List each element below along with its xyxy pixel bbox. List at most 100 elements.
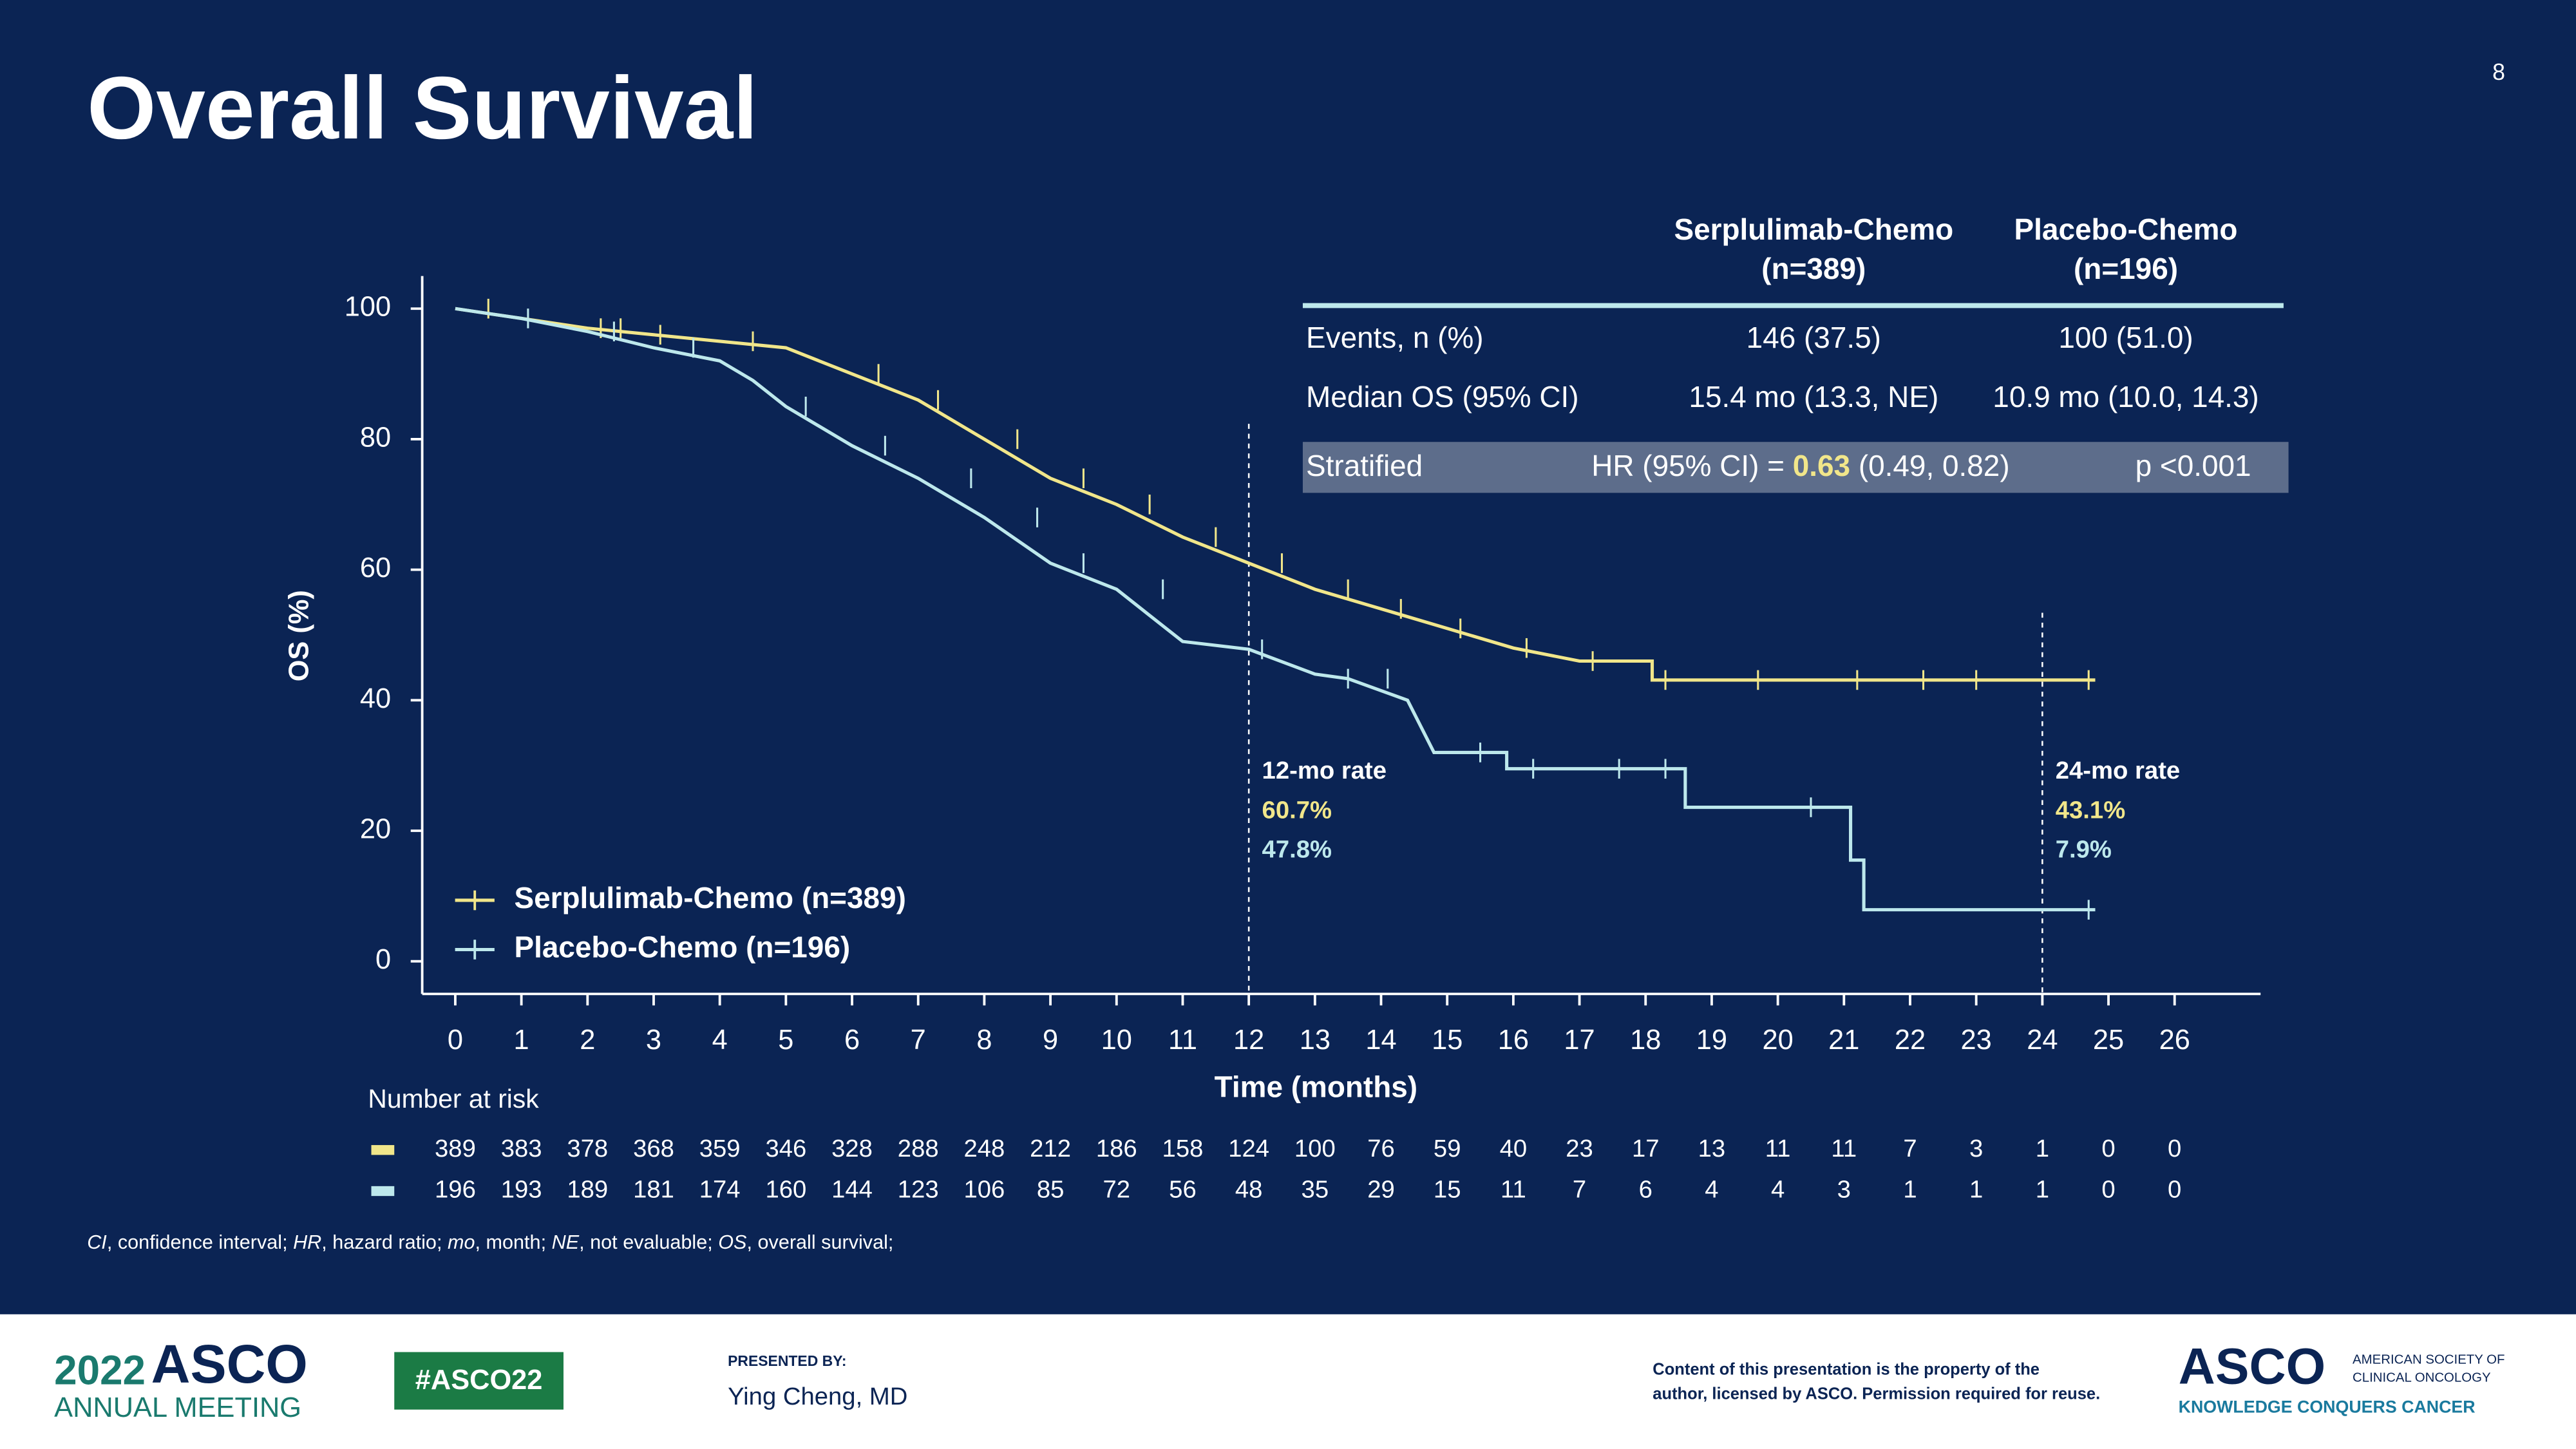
slide-title: Overall Survival bbox=[87, 59, 757, 158]
p-value: p <0.001 bbox=[2136, 449, 2251, 482]
footnote-part: HR bbox=[293, 1231, 321, 1253]
risk-count: 3 bbox=[1969, 1135, 1983, 1162]
stratified-band bbox=[1302, 442, 2289, 493]
risk-row-marker bbox=[371, 1145, 395, 1155]
risk-count: 359 bbox=[699, 1135, 741, 1162]
y-tick-label: 80 bbox=[360, 422, 391, 453]
risk-count: 174 bbox=[699, 1176, 741, 1204]
society-name: AMERICAN SOCIETY OF bbox=[2353, 1353, 2505, 1367]
risk-count: 4 bbox=[1771, 1176, 1785, 1204]
presented-by: PRESENTED BY: bbox=[728, 1352, 846, 1369]
risk-count: 383 bbox=[501, 1135, 542, 1162]
risk-count: 186 bbox=[1096, 1135, 1137, 1162]
risk-count: 368 bbox=[633, 1135, 674, 1162]
y-tick-label: 20 bbox=[360, 813, 391, 844]
table-header: (n=196) bbox=[2074, 252, 2178, 285]
x-tick-label: 24 bbox=[2027, 1025, 2058, 1056]
x-tick-label: 19 bbox=[1696, 1025, 1727, 1056]
disclaimer: author, licensed by ASCO. Permission req… bbox=[1653, 1385, 2100, 1403]
footnote-part: CI bbox=[87, 1231, 107, 1253]
risk-count: 72 bbox=[1103, 1176, 1131, 1204]
risk-count: 1 bbox=[1903, 1176, 1917, 1204]
table-header: Serplulimab-Chemo bbox=[1674, 213, 1954, 246]
risk-count: 59 bbox=[1434, 1135, 1461, 1162]
y-tick-label: 40 bbox=[360, 683, 391, 714]
disclaimer: Content of this presentation is the prop… bbox=[1653, 1360, 2040, 1378]
risk-count: 1 bbox=[1969, 1176, 1983, 1204]
risk-count: 181 bbox=[633, 1176, 674, 1204]
y-axis-label: OS (%) bbox=[283, 590, 314, 681]
risk-count: 1 bbox=[2036, 1176, 2049, 1204]
annotation-title: 24-mo rate bbox=[2056, 757, 2180, 784]
hr-ci: (0.49, 0.82) bbox=[1850, 449, 2010, 482]
risk-count: 23 bbox=[1566, 1135, 1593, 1162]
x-tick-label: 21 bbox=[1828, 1025, 1859, 1056]
risk-count: 15 bbox=[1434, 1176, 1461, 1204]
risk-count: 189 bbox=[567, 1176, 608, 1204]
footnote-part: , not evaluable; bbox=[579, 1231, 718, 1253]
hr-prefix: HR (95% CI) = bbox=[1591, 449, 1793, 482]
y-tick-label: 60 bbox=[360, 553, 391, 583]
hr-value: 0.63 bbox=[1793, 449, 1850, 482]
x-tick-label: 0 bbox=[448, 1025, 463, 1056]
page-number: 8 bbox=[2492, 59, 2505, 85]
risk-count: 11 bbox=[1765, 1135, 1791, 1162]
risk-count: 100 bbox=[1294, 1135, 1336, 1162]
risk-count: 248 bbox=[964, 1135, 1005, 1162]
x-tick-label: 14 bbox=[1365, 1025, 1396, 1056]
x-tick-label: 13 bbox=[1300, 1025, 1331, 1056]
hazard-ratio: HR (95% CI) = 0.63 (0.49, 0.82) bbox=[1591, 449, 2009, 482]
table-cell: Median OS (95% CI) bbox=[1306, 380, 1579, 413]
x-tick-label: 23 bbox=[1961, 1025, 1992, 1056]
footnote-part: , hazard ratio; bbox=[321, 1231, 448, 1253]
risk-count: 196 bbox=[435, 1176, 476, 1204]
x-tick-label: 1 bbox=[514, 1025, 529, 1056]
risk-row-marker bbox=[371, 1186, 395, 1197]
annotation-value: 43.1% bbox=[2056, 796, 2125, 824]
stratified-label: Stratified bbox=[1306, 449, 1423, 482]
x-axis-label: Time (months) bbox=[1215, 1070, 1417, 1103]
x-tick-label: 17 bbox=[1564, 1025, 1595, 1056]
x-tick-label: 9 bbox=[1043, 1025, 1058, 1056]
risk-count: 346 bbox=[765, 1135, 806, 1162]
risk-count: 29 bbox=[1367, 1176, 1395, 1204]
x-tick-label: 26 bbox=[2159, 1025, 2190, 1056]
risk-count: 11 bbox=[1501, 1176, 1526, 1204]
x-tick-label: 22 bbox=[1895, 1025, 1926, 1056]
risk-count: 76 bbox=[1367, 1135, 1395, 1162]
footer-meeting: ANNUAL MEETING bbox=[54, 1392, 301, 1423]
risk-count: 1 bbox=[2036, 1135, 2049, 1162]
risk-count: 160 bbox=[765, 1176, 806, 1204]
risk-count: 212 bbox=[1030, 1135, 1071, 1162]
table-cell: 15.4 mo (13.3, NE) bbox=[1689, 380, 1938, 413]
footnote-part: mo bbox=[448, 1231, 475, 1253]
risk-count: 389 bbox=[435, 1135, 476, 1162]
table-cell: 10.9 mo (10.0, 14.3) bbox=[1993, 380, 2259, 413]
risk-count: 7 bbox=[1573, 1176, 1586, 1204]
x-tick-label: 25 bbox=[2093, 1025, 2124, 1056]
risk-count: 13 bbox=[1698, 1135, 1726, 1162]
x-tick-label: 12 bbox=[1233, 1025, 1264, 1056]
footnote: CI, confidence interval; HR, hazard rati… bbox=[87, 1231, 893, 1253]
hashtag: #ASCO22 bbox=[415, 1365, 543, 1396]
risk-count: 0 bbox=[2101, 1176, 2115, 1204]
risk-count: 0 bbox=[2168, 1135, 2181, 1162]
risk-count: 85 bbox=[1037, 1176, 1065, 1204]
risk-count: 0 bbox=[2168, 1176, 2181, 1204]
risk-count: 40 bbox=[1500, 1135, 1528, 1162]
legend-label: Serplulimab-Chemo (n=389) bbox=[514, 881, 905, 914]
presenter: Ying Cheng, MD bbox=[728, 1383, 907, 1410]
footnote-part: OS bbox=[718, 1231, 747, 1253]
risk-count: 378 bbox=[567, 1135, 608, 1162]
table-header: Placebo-Chemo bbox=[2014, 213, 2238, 246]
x-tick-label: 18 bbox=[1630, 1025, 1661, 1056]
x-tick-label: 5 bbox=[778, 1025, 793, 1056]
risk-count: 144 bbox=[831, 1176, 873, 1204]
x-tick-label: 15 bbox=[1432, 1025, 1463, 1056]
x-tick-label: 2 bbox=[580, 1025, 595, 1056]
risk-count: 56 bbox=[1169, 1176, 1197, 1204]
footnote-part: , month; bbox=[475, 1231, 552, 1253]
risk-count: 328 bbox=[831, 1135, 873, 1162]
risk-count: 6 bbox=[1639, 1176, 1653, 1204]
footer-brand: ASCO bbox=[151, 1334, 308, 1394]
